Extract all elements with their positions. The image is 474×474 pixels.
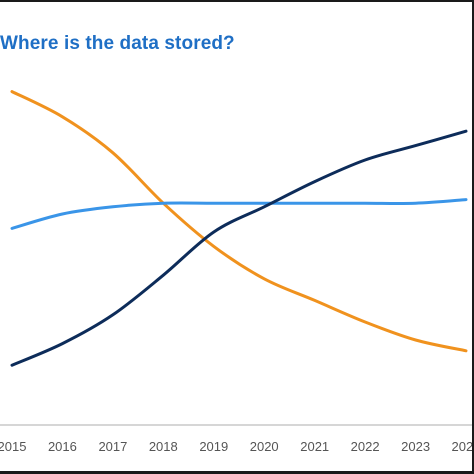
series-3-point-2018 [161, 273, 165, 277]
series-2-line [10, 198, 468, 230]
series-2-point-2021 [313, 201, 317, 205]
series-1-line [10, 90, 468, 353]
series-3-point-2023 [414, 144, 418, 148]
series-1-point-2015 [10, 90, 14, 94]
x-tick-label-2023: 2023 [401, 439, 430, 454]
x-tick-label-2018: 2018 [149, 439, 178, 454]
series-2-point-2018 [161, 201, 165, 205]
series-3 [10, 129, 468, 367]
series-3-point-2020 [262, 205, 266, 209]
series-2-point-2022 [363, 201, 367, 205]
x-tick-label-2015: 2015 [0, 439, 26, 454]
series-3-point-2017 [111, 313, 115, 317]
series-1-point-2019 [212, 244, 216, 248]
series-2-point-2024 [464, 198, 468, 202]
x-tick-label-2020: 2020 [250, 439, 279, 454]
series-3-point-2016 [60, 342, 64, 346]
series-3-point-2021 [313, 180, 317, 184]
series-3-point-2019 [212, 230, 216, 234]
x-tick-labels: 2015 2016 2017 2018 2019 2020 2021 2022 2023 2024 [0, 439, 474, 454]
series-3-line [10, 129, 468, 367]
series-1-point-2020 [262, 277, 266, 281]
x-tick-label-2017: 2017 [98, 439, 127, 454]
series-1 [10, 90, 468, 353]
series-3-point-2022 [363, 158, 367, 162]
x-tick-label-2016: 2016 [48, 439, 77, 454]
x-tick-label-2024: 2024 [452, 439, 474, 454]
series-2-point-2015 [10, 226, 14, 230]
series-1-point-2023 [414, 338, 418, 342]
series-1-point-2024 [464, 349, 468, 353]
x-tick-label-2022: 2022 [351, 439, 380, 454]
x-tick-label-2021: 2021 [300, 439, 329, 454]
series-2-point-2023 [414, 201, 418, 205]
series-3-point-2015 [10, 363, 14, 367]
series-1-point-2022 [363, 320, 367, 324]
series-2-point-2017 [111, 205, 115, 209]
series-3-point-2024 [464, 129, 468, 133]
series-2 [10, 198, 468, 230]
series-1-point-2017 [111, 151, 115, 155]
series-2-point-2019 [212, 201, 216, 205]
series-1-point-2016 [60, 115, 64, 119]
chart-title: Where is the data stored? [0, 33, 235, 54]
x-tick-label-2019: 2019 [199, 439, 228, 454]
series-layer [10, 90, 468, 367]
series-1-point-2021 [313, 298, 317, 302]
series-2-point-2016 [60, 212, 64, 216]
